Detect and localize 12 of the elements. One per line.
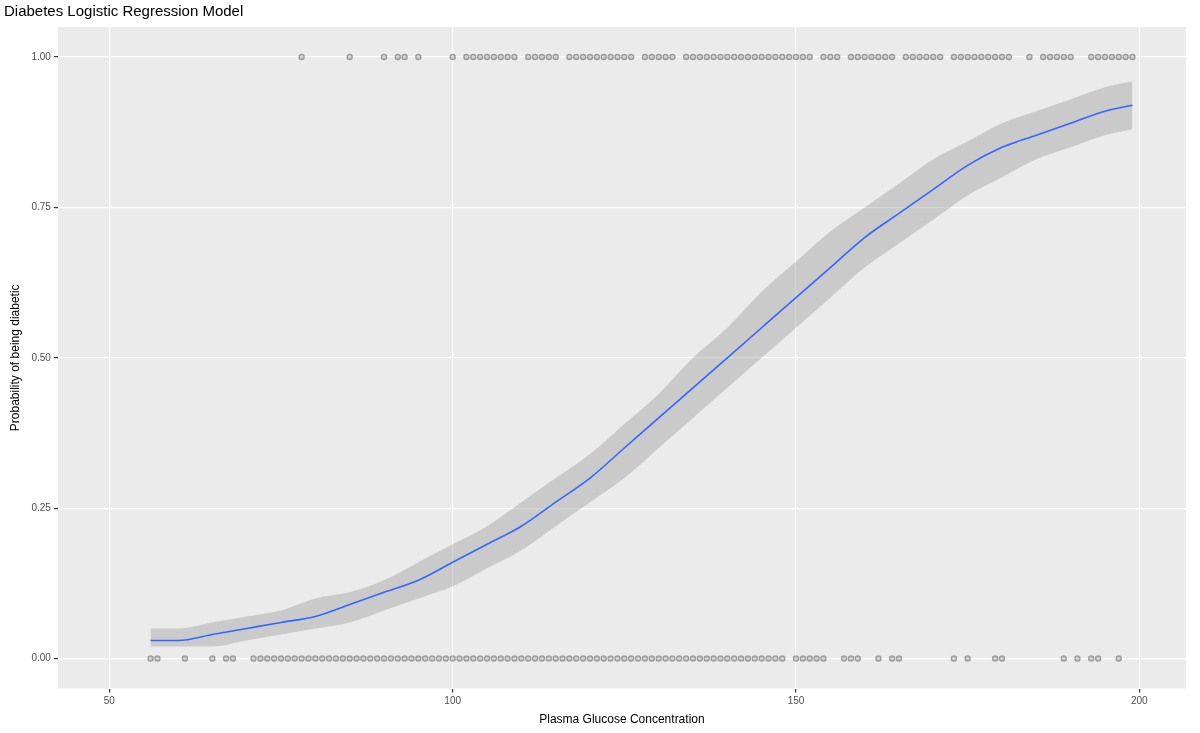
- x-tick-label: 50: [103, 695, 116, 707]
- x-tick-label: 100: [444, 695, 462, 707]
- y-tick-label: 0.00: [31, 652, 52, 664]
- x-tick-label: 200: [1130, 695, 1149, 707]
- y-axis-title: Probability of being diabetic: [7, 284, 22, 432]
- x-axis-title: Plasma Glucose Concentration: [539, 712, 705, 727]
- y-tick-label: 0.50: [31, 351, 52, 363]
- y-tick-label: 0.75: [31, 201, 52, 213]
- y-tick-label: 0.25: [31, 501, 52, 513]
- x-tick-label: 150: [787, 695, 805, 707]
- y-tick-label: 1.00: [31, 50, 52, 62]
- chart-title: Diabetes Logistic Regression Model: [4, 2, 244, 20]
